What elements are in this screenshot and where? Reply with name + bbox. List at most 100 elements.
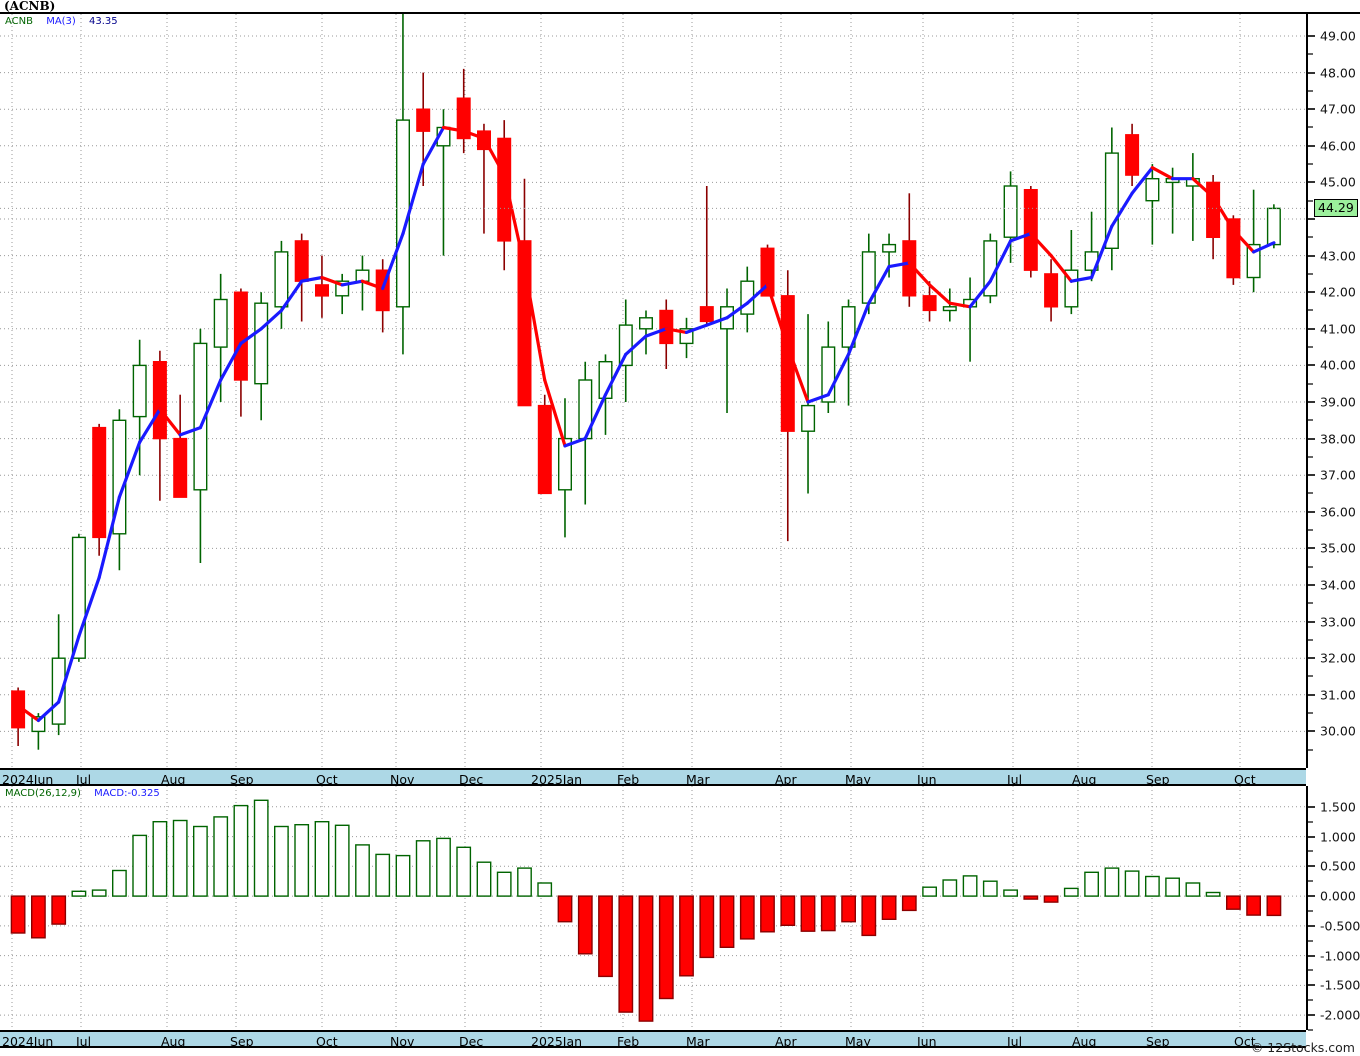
- price-tick-mark: [1308, 620, 1315, 623]
- x-axis-label: Mar: [686, 772, 710, 786]
- price-tick-minor: [1308, 53, 1313, 56]
- x-axis-label: Aug: [1072, 1034, 1097, 1048]
- page-title: (ACNB): [4, 0, 56, 13]
- x-axis-label: Dec: [459, 1034, 484, 1048]
- price-plot-area[interactable]: [0, 14, 1306, 768]
- x-axis-label: Nov: [390, 1034, 415, 1048]
- x-axis-label: Aug: [161, 1034, 186, 1048]
- x-axis-label: Jul: [76, 1034, 92, 1048]
- x-axis-label: Nov: [390, 772, 415, 786]
- macd-tick-label: 1.000: [1320, 829, 1356, 845]
- x-axis-label: 2025Jan: [531, 1034, 583, 1048]
- price-tick-minor: [1308, 272, 1313, 275]
- x-axis-label: Oct: [316, 772, 338, 786]
- price-tick-minor: [1308, 565, 1313, 568]
- x-axis-label: Oct: [1234, 1034, 1256, 1048]
- legend-macd-value: MACD:-0.325: [94, 788, 160, 799]
- price-tick-minor: [1308, 455, 1313, 458]
- price-tick-minor: [1308, 748, 1313, 751]
- macd-tick-minor: [1308, 820, 1313, 823]
- price-tick-minor: [1308, 492, 1313, 495]
- price-tick-label: 45.00: [1320, 174, 1356, 190]
- price-tick-mark: [1308, 181, 1315, 184]
- price-tick-minor: [1308, 309, 1313, 312]
- price-tick-minor: [1308, 602, 1313, 605]
- price-legend: ACNB MA(3) 43.35: [5, 16, 118, 27]
- price-tick-mark: [1308, 693, 1315, 696]
- price-tick-minor: [1308, 346, 1313, 349]
- macd-tick-label: 0.000: [1320, 888, 1356, 904]
- macd-tick-label: 1.500: [1320, 799, 1356, 815]
- x-axis-label: Mar: [686, 1034, 710, 1048]
- price-tick-label: 34.00: [1320, 577, 1356, 593]
- macd-y-axis: 1.500 1.000 0.500 0.000 -0.500 -1.000 -1.500 -2…: [1306, 786, 1360, 1031]
- macd-tick-minor: [1308, 850, 1313, 853]
- price-tick-label: 36.00: [1320, 504, 1356, 520]
- macd-tick-minor: [1308, 1029, 1313, 1031]
- x-axis-label: Jul: [76, 772, 92, 786]
- price-tick-mark: [1308, 583, 1315, 586]
- x-axis-label: Dec: [459, 772, 484, 786]
- x-axis-label: May: [845, 772, 871, 786]
- x-axis-label: Aug: [1072, 772, 1097, 786]
- price-tick-minor: [1308, 419, 1313, 422]
- price-tick-label: 33.00: [1320, 614, 1356, 630]
- x-axis-label: Feb: [617, 772, 640, 786]
- price-tick-mark: [1308, 510, 1315, 513]
- price-chart-panel: [0, 14, 1306, 768]
- macd-tick-mark: [1308, 805, 1315, 808]
- price-tick-minor: [1308, 199, 1313, 202]
- price-tick-label: 31.00: [1320, 687, 1356, 703]
- macd-tick-minor: [1308, 909, 1313, 912]
- price-tick-minor: [1308, 675, 1313, 678]
- macd-tick-label: -0.500: [1320, 918, 1360, 934]
- price-tick-minor: [1308, 382, 1313, 385]
- macd-tick-mark: [1308, 895, 1315, 898]
- price-tick-mark: [1308, 291, 1315, 294]
- price-tick-label: 32.00: [1320, 650, 1356, 666]
- x-axis-label: Feb: [617, 1034, 640, 1048]
- x-axis-label: Sep: [230, 1034, 254, 1048]
- macd-tick-minor: [1308, 880, 1313, 883]
- legend-symbol: ACNB: [5, 16, 33, 27]
- price-tick-mark: [1308, 547, 1315, 550]
- price-x-axis: 2024Jun Jul Aug Sep Oct Nov Dec 2025Jan Feb Mar Ap…: [0, 768, 1306, 786]
- x-axis-label: 2024Jun: [2, 772, 54, 786]
- price-tick-minor: [1308, 638, 1313, 641]
- price-tick-minor: [1308, 236, 1313, 239]
- macd-tick-label: 0.500: [1320, 858, 1356, 874]
- legend-ma-value: 43.35: [89, 16, 118, 27]
- legend-macd-indicator: MACD(26,12,9): [5, 788, 81, 799]
- price-tick-mark: [1308, 217, 1315, 220]
- price-tick-mark: [1308, 657, 1315, 660]
- price-tick-label: 43.00: [1320, 248, 1356, 264]
- price-tick-mark: [1308, 364, 1315, 367]
- x-axis-label: Aug: [161, 772, 186, 786]
- price-tick-mark: [1308, 254, 1315, 257]
- macd-tick-mark: [1308, 984, 1315, 987]
- macd-tick-minor: [1308, 939, 1313, 942]
- macd-legend: MACD(26,12,9) MACD:-0.325: [5, 788, 160, 799]
- macd-tick-mark: [1308, 865, 1315, 868]
- x-axis-label: May: [845, 1034, 871, 1048]
- x-axis-label: Jul: [1007, 772, 1023, 786]
- price-tick-minor: [1308, 529, 1313, 532]
- price-y-axis: 49.00 48.00 47.00 46.00 45.00 43.00 42.00 41.00…: [1306, 14, 1360, 768]
- price-tick-label: 37.00: [1320, 467, 1356, 483]
- x-axis-label: Apr: [775, 772, 797, 786]
- x-axis-label: Jun: [917, 772, 937, 786]
- macd-tick-label: -2.000: [1320, 1007, 1360, 1023]
- price-tick-label: 38.00: [1320, 431, 1356, 447]
- x-axis-label: Oct: [316, 1034, 338, 1048]
- macd-plot-area[interactable]: [0, 786, 1306, 1030]
- x-axis-label: Jun: [917, 1034, 937, 1048]
- price-tick-label: 41.00: [1320, 321, 1356, 337]
- price-tick-label: 39.00: [1320, 394, 1356, 410]
- macd-x-axis: 2024Jun Jul Aug Sep Oct Nov Dec 2025Jan Feb Mar Ap…: [0, 1030, 1306, 1048]
- price-tick-label: 40.00: [1320, 357, 1356, 373]
- macd-tick-label: -1.500: [1320, 977, 1360, 993]
- x-axis-label: Jul: [1007, 1034, 1023, 1048]
- x-axis-label: Sep: [1146, 772, 1170, 786]
- price-tick-mark: [1308, 327, 1315, 330]
